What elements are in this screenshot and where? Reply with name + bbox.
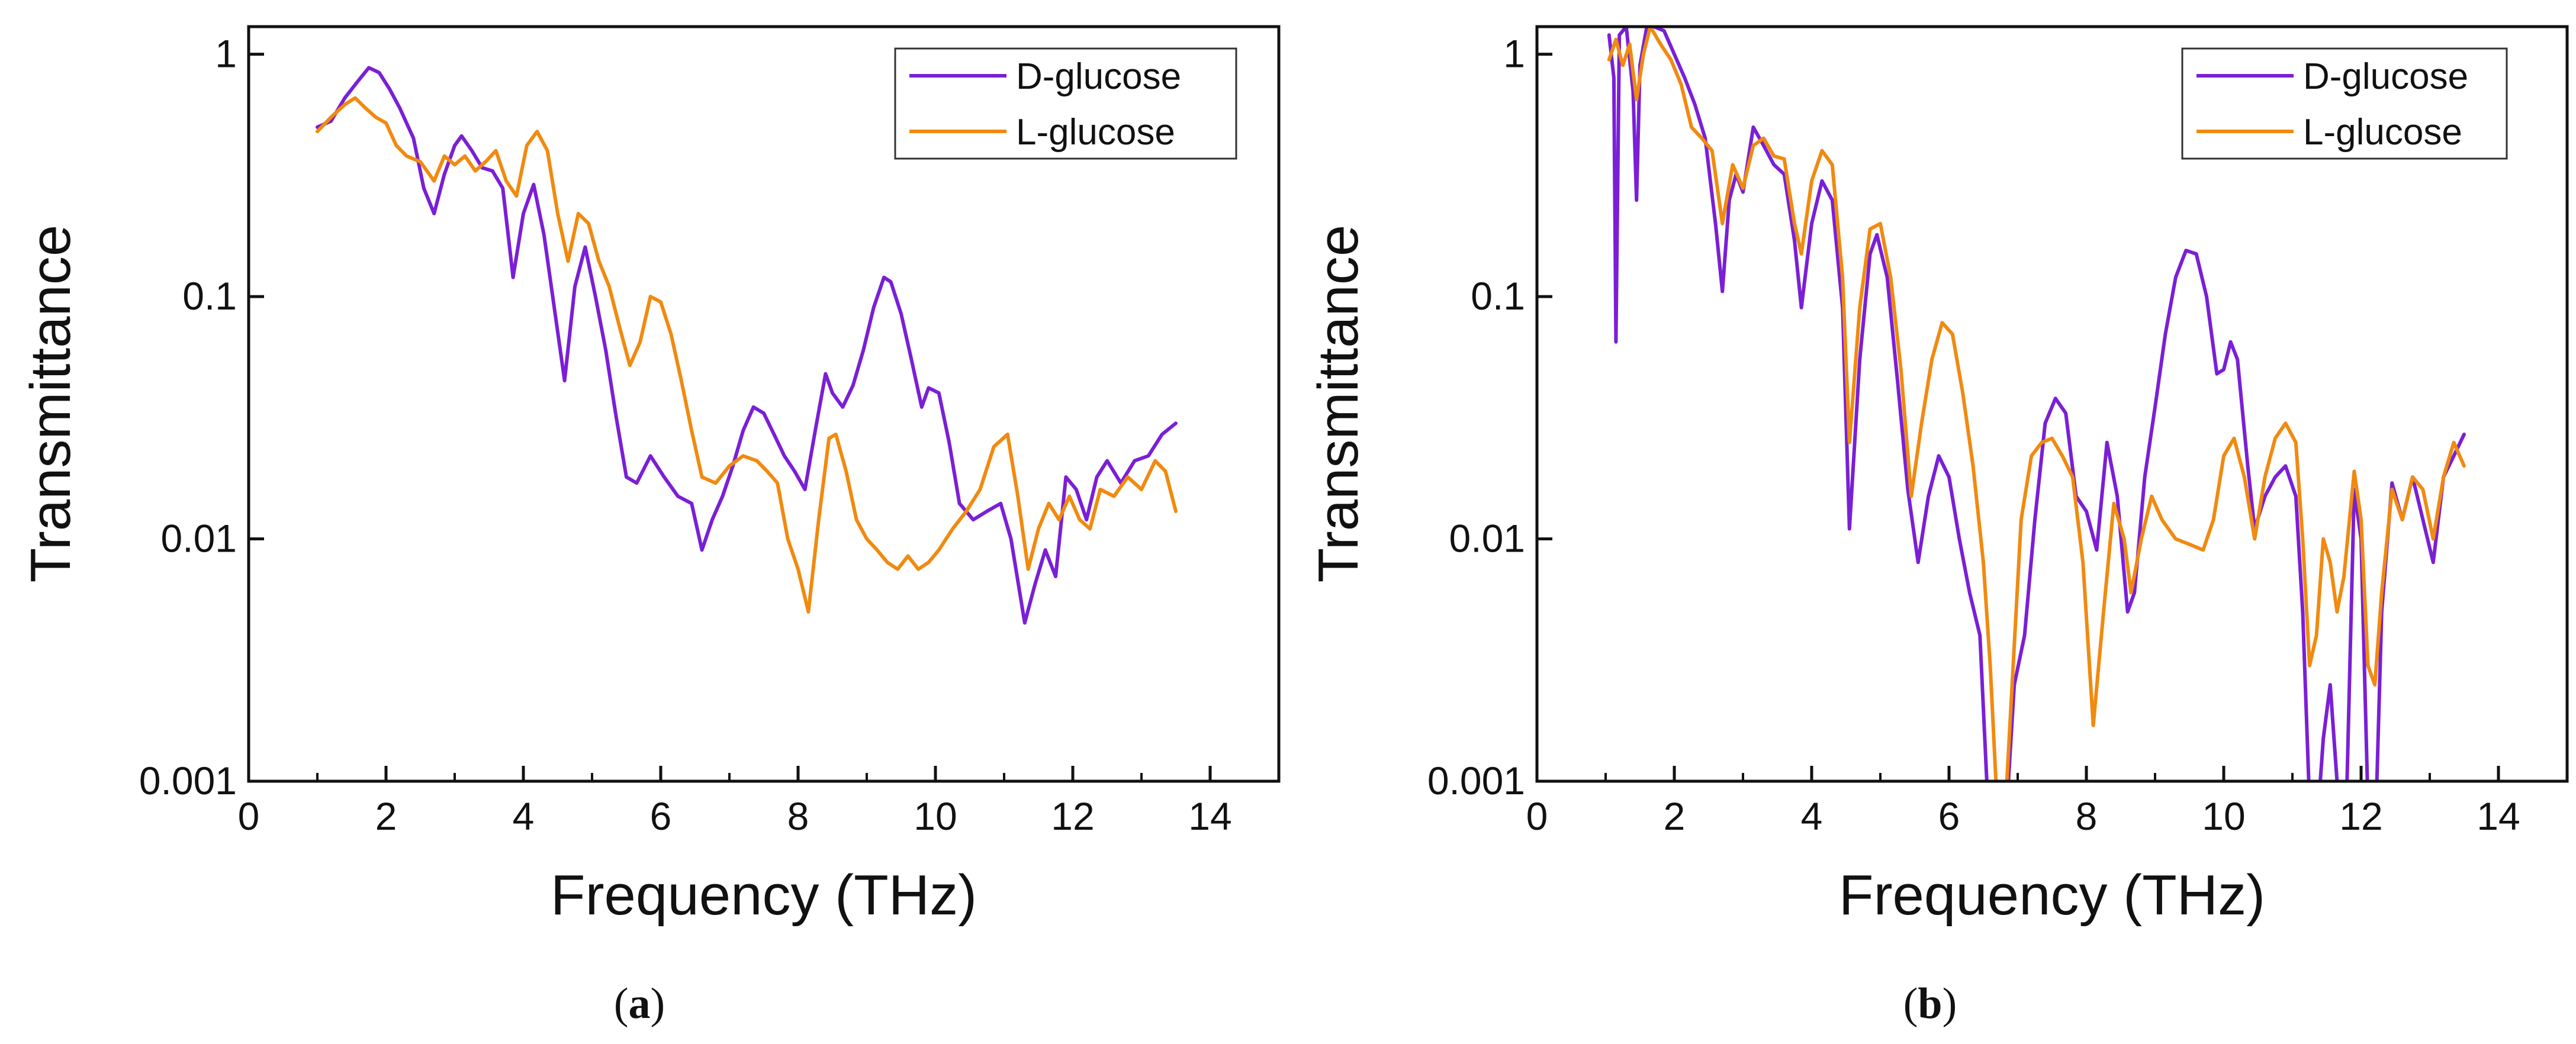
- x-axis-title: Frequency (THz): [1839, 863, 2265, 927]
- legend-label-l-glucose: L-glucose: [1016, 112, 1175, 153]
- series-line-l-glucose: [316, 96, 1178, 614]
- x-tick-label: 8: [787, 794, 809, 838]
- x-tick-label: 4: [1801, 794, 1823, 838]
- y-tick-label: 0.1: [1471, 274, 1525, 318]
- chart-panel-a: 0 2 4 6 8 10 12 14 0.001 0.01 0.1 1 Frequency (THz)…: [19, 25, 1281, 1028]
- x-tick-label: 6: [1938, 794, 1960, 838]
- legend-label-d-glucose: D-glucose: [1016, 56, 1181, 97]
- legend-box: [894, 47, 1237, 160]
- series-group: [1607, 27, 2466, 781]
- y-tick-label: 0.001: [139, 759, 237, 803]
- series-line-d-glucose: [316, 66, 1178, 625]
- x-tick-label: 10: [2202, 794, 2245, 838]
- legend-box: [2181, 47, 2508, 160]
- y-tick-label: 0.01: [161, 517, 237, 560]
- x-tick-label: 0: [1526, 794, 1548, 838]
- x-tick-label: 14: [1188, 794, 1231, 838]
- x-tick-label: 6: [650, 794, 672, 838]
- legend-label-d-glucose: D-glucose: [2303, 56, 2468, 97]
- y-tick-label: 0.01: [1449, 517, 1525, 560]
- ticks-group: 0 2 4 6 8 10 12 14 0.001 0.01 0.1 1: [1427, 32, 2520, 838]
- x-tick-label: 2: [375, 794, 397, 838]
- x-tick-label: 10: [914, 794, 957, 838]
- chart-panel-b: 0 2 4 6 8 10 12 14 0.001 0.01 0.1 1 Frequency (THz)…: [1307, 25, 2569, 1028]
- ticks-group: 0 2 4 6 8 10 12 14 0.001 0.01 0.1 1: [139, 32, 1232, 838]
- series-line-d-glucose: [1607, 27, 2466, 781]
- y-tick-label: 1: [215, 32, 237, 76]
- x-tick-label: 12: [1051, 794, 1094, 838]
- x-tick-label: 4: [513, 794, 535, 838]
- series-line-l-glucose: [1607, 27, 2466, 781]
- legend: D-glucose L-glucose: [2181, 47, 2508, 160]
- x-tick-label: 0: [238, 794, 260, 838]
- plot-frame: [247, 25, 1281, 783]
- x-tick-label: 2: [1664, 794, 1686, 838]
- y-tick-label: 0.1: [182, 274, 237, 318]
- x-tick-label: 8: [2076, 794, 2098, 838]
- legend: D-glucose L-glucose: [894, 47, 1237, 160]
- panel-caption-b: (b): [1903, 979, 1957, 1028]
- series-group: [316, 66, 1178, 625]
- y-tick-label: 1: [1503, 32, 1525, 76]
- panel-caption-letter: b: [1918, 979, 1942, 1028]
- panel-caption-letter: a: [629, 979, 651, 1028]
- x-tick-label: 14: [2477, 794, 2520, 838]
- panel-caption-a: (a): [614, 979, 665, 1028]
- y-axis-title: Transmittance: [1307, 225, 1370, 583]
- y-axis-title: Transmittance: [19, 225, 82, 583]
- x-axis-title: Frequency (THz): [551, 863, 977, 927]
- y-tick-label: 0.001: [1427, 759, 1525, 803]
- legend-label-l-glucose: L-glucose: [2303, 112, 2462, 153]
- plot-frame: [1535, 25, 2569, 783]
- x-tick-label: 12: [2339, 794, 2382, 838]
